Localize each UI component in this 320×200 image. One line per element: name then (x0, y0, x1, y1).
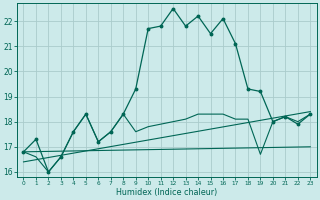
X-axis label: Humidex (Indice chaleur): Humidex (Indice chaleur) (116, 188, 218, 197)
